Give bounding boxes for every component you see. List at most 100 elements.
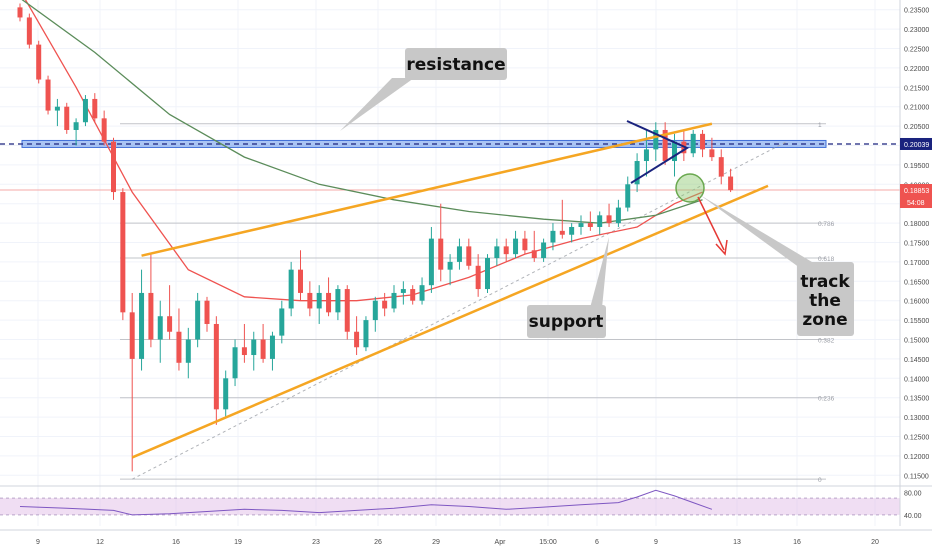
- candle-body: [73, 122, 79, 130]
- candle-body: [419, 285, 425, 301]
- wedge-upper-trendline: [141, 122, 713, 257]
- price-tick-label: 0.11500: [904, 473, 929, 480]
- callout-pointer: [340, 78, 414, 131]
- callout-box: [797, 262, 854, 336]
- candle-body: [139, 292, 145, 359]
- candle-body: [494, 246, 500, 259]
- candle-body: [550, 230, 556, 243]
- rsi-line: [19, 489, 713, 516]
- candle-body: [531, 250, 537, 259]
- price-tick-label: 0.12500: [904, 435, 929, 442]
- candle-body: [700, 133, 706, 150]
- time-tick-label: 19: [234, 539, 242, 546]
- fib-level-label: 0: [818, 477, 822, 484]
- down-arrow-line: [697, 196, 725, 251]
- price-tick-label: 0.16000: [904, 299, 929, 306]
- countdown-tag-label: 54:08: [907, 200, 925, 207]
- candle-body: [204, 300, 210, 324]
- fib-level-label: 0.786: [818, 221, 835, 228]
- resistance-zone-layer: [0, 139, 900, 191]
- time-tick-label: 26: [374, 539, 382, 546]
- time-tick-label: 9: [654, 539, 658, 546]
- price-tick-label: 0.17500: [904, 241, 929, 248]
- candle-body: [195, 300, 201, 340]
- candle-body: [662, 129, 668, 162]
- candle-body: [485, 258, 490, 290]
- price-tick-label: 0.21000: [904, 105, 929, 112]
- candle-body: [513, 238, 519, 255]
- callout-track-zone-label: track: [800, 272, 850, 292]
- candle-body: [503, 246, 509, 255]
- time-tick-label: Apr: [495, 539, 507, 546]
- callout-box: [405, 48, 507, 80]
- candle-body: [64, 106, 70, 130]
- candle-body: [709, 149, 715, 158]
- candle-body: [634, 161, 640, 185]
- fib-level-label: 0.618: [818, 256, 835, 263]
- callout-resistance-label: resistance: [406, 55, 505, 75]
- price-tick-label: 0.17000: [904, 260, 929, 267]
- callout-box: [527, 305, 606, 338]
- candles-layer: [17, 3, 734, 472]
- candle-body: [578, 223, 584, 227]
- callout-support-label: support: [529, 312, 604, 332]
- candle-body: [456, 246, 462, 262]
- candle-body: [26, 17, 32, 45]
- candle-body: [382, 300, 388, 309]
- current-price-tag-label: 0.18853: [904, 188, 929, 195]
- candle-body: [129, 312, 135, 359]
- candle-body: [522, 238, 528, 251]
- time-tick-label: 13: [733, 539, 741, 546]
- time-tick-label: 12: [96, 539, 104, 546]
- price-tick-label: 0.15000: [904, 338, 929, 345]
- callout-track-zone-label: zone: [802, 310, 847, 330]
- candle-body: [354, 331, 360, 348]
- triangle-pattern: [626, 120, 690, 184]
- candle-body: [391, 292, 397, 309]
- rsi-tick-label: 40.00: [904, 513, 922, 520]
- candle-body: [167, 316, 173, 332]
- candle-body: [326, 292, 332, 313]
- candle-body: [541, 242, 547, 259]
- time-tick-label: 6: [595, 539, 599, 546]
- candle-body: [54, 106, 60, 111]
- candle-body: [475, 265, 481, 290]
- candle-body: [213, 323, 219, 410]
- candle-body: [307, 292, 313, 309]
- time-tick-label: 15:00: [539, 539, 557, 546]
- fib-trend-line: [131, 141, 787, 480]
- candle-body: [559, 230, 565, 235]
- candle-body: [363, 320, 369, 348]
- candle-body: [316, 292, 322, 309]
- price-tick-label: 0.23000: [904, 27, 929, 34]
- candle-body: [335, 289, 341, 313]
- candle-body: [672, 141, 677, 162]
- time-tick-label: 9: [36, 539, 40, 546]
- price-tick-label: 0.14500: [904, 357, 929, 364]
- price-tick-label: 0.20500: [904, 124, 929, 131]
- candle-body: [466, 246, 472, 266]
- countdown-tag: [900, 196, 932, 209]
- candle-body: [690, 133, 696, 154]
- candle-body: [615, 207, 621, 224]
- candle-body: [269, 335, 275, 359]
- rsi-band: [0, 498, 900, 515]
- candle-body: [157, 316, 163, 340]
- time-tick-label: 16: [172, 539, 180, 546]
- price-tick-label: 0.13500: [904, 396, 929, 403]
- price-tick-label: 0.21500: [904, 85, 929, 92]
- candle-body: [120, 192, 126, 313]
- candle-body: [148, 292, 154, 340]
- callout-pointer: [700, 195, 812, 268]
- time-tick-label: 23: [312, 539, 320, 546]
- candle-body: [232, 347, 238, 379]
- price-tick-label: 0.15500: [904, 318, 929, 325]
- price-tick-label: 0.14000: [904, 376, 929, 383]
- price-tick-label: 0.16500: [904, 279, 929, 286]
- drawings-layer: [131, 120, 769, 459]
- time-tick-label: 20: [871, 539, 879, 546]
- candle-body: [569, 226, 575, 235]
